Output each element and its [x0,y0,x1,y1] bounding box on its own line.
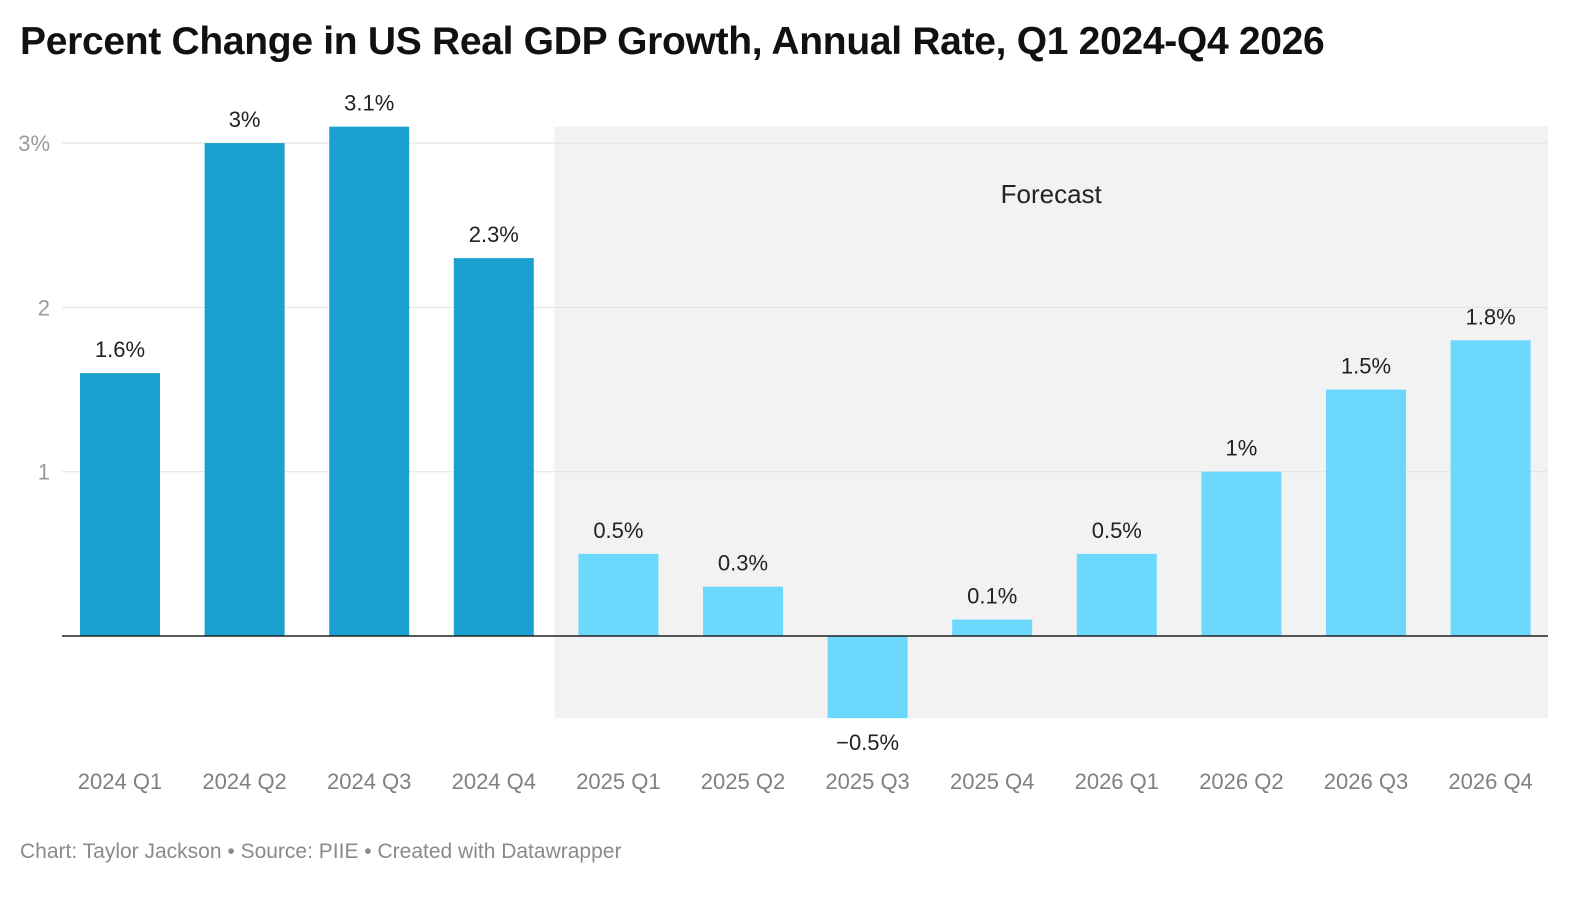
chart-footer: Chart: Taylor Jackson • Source: PIIE • C… [20,840,621,864]
value-label: 3% [229,107,261,132]
bar [1076,553,1157,636]
y-tick-label: 2 [38,295,50,320]
value-label: 1% [1226,436,1258,461]
bar [329,126,410,637]
value-label: 1.6% [95,337,145,362]
value-label: 1.5% [1341,354,1391,379]
value-label: 0.5% [1092,518,1142,543]
y-tick-label: 3% [18,131,50,156]
chart-title: Percent Change in US Real GDP Growth, An… [20,20,1325,63]
footer-separator: • [358,840,378,863]
label-layer: 1.6% 2024 Q1 3% 2024 Q2 3.1% 2024 Q3 2.3% 2024 … [62,91,1548,794]
x-tick-label: 2024 Q4 [452,769,536,794]
value-label: −0.5% [836,730,899,755]
bar [827,636,908,719]
x-tick-label: 2026 Q2 [1199,769,1283,794]
bar [952,619,1033,636]
footer-tool: Created with Datawrapper [377,840,622,863]
x-tick-label: 2024 Q3 [327,769,411,794]
x-tick-label: 2025 Q1 [576,769,660,794]
footer-source: Source: PIIE [240,840,359,863]
bar [204,143,285,636]
bar [1450,340,1531,636]
forecast-annotation: Forecast [1001,179,1103,209]
value-label: 3.1% [344,91,394,116]
value-label: 1.8% [1466,304,1516,329]
bar [1201,471,1282,636]
bar [578,553,659,636]
bar [703,586,783,636]
footer-separator: • [221,840,241,863]
y-tick-label: 1 [38,460,50,485]
value-label: 0.3% [718,551,768,576]
bar [80,373,160,636]
bar-layer [80,126,1531,719]
x-tick-label: 2025 Q3 [825,769,909,794]
x-tick-label: 2026 Q4 [1448,769,1532,794]
value-label: 0.1% [967,584,1017,609]
x-tick-label: 2024 Q1 [78,769,162,794]
value-label: 2.3% [469,222,519,247]
x-tick-label: 2026 Q3 [1324,769,1408,794]
x-tick-label: 2026 Q1 [1075,769,1159,794]
value-label: 0.5% [593,518,643,543]
x-tick-label: 2025 Q2 [701,769,785,794]
bar [1326,389,1406,636]
x-tick-label: 2025 Q4 [950,769,1034,794]
footer-author: Chart: Taylor Jackson [20,840,222,863]
gridline-layer: 1 2 3% [18,131,1548,485]
x-tick-label: 2024 Q2 [202,769,286,794]
bar [453,258,534,636]
